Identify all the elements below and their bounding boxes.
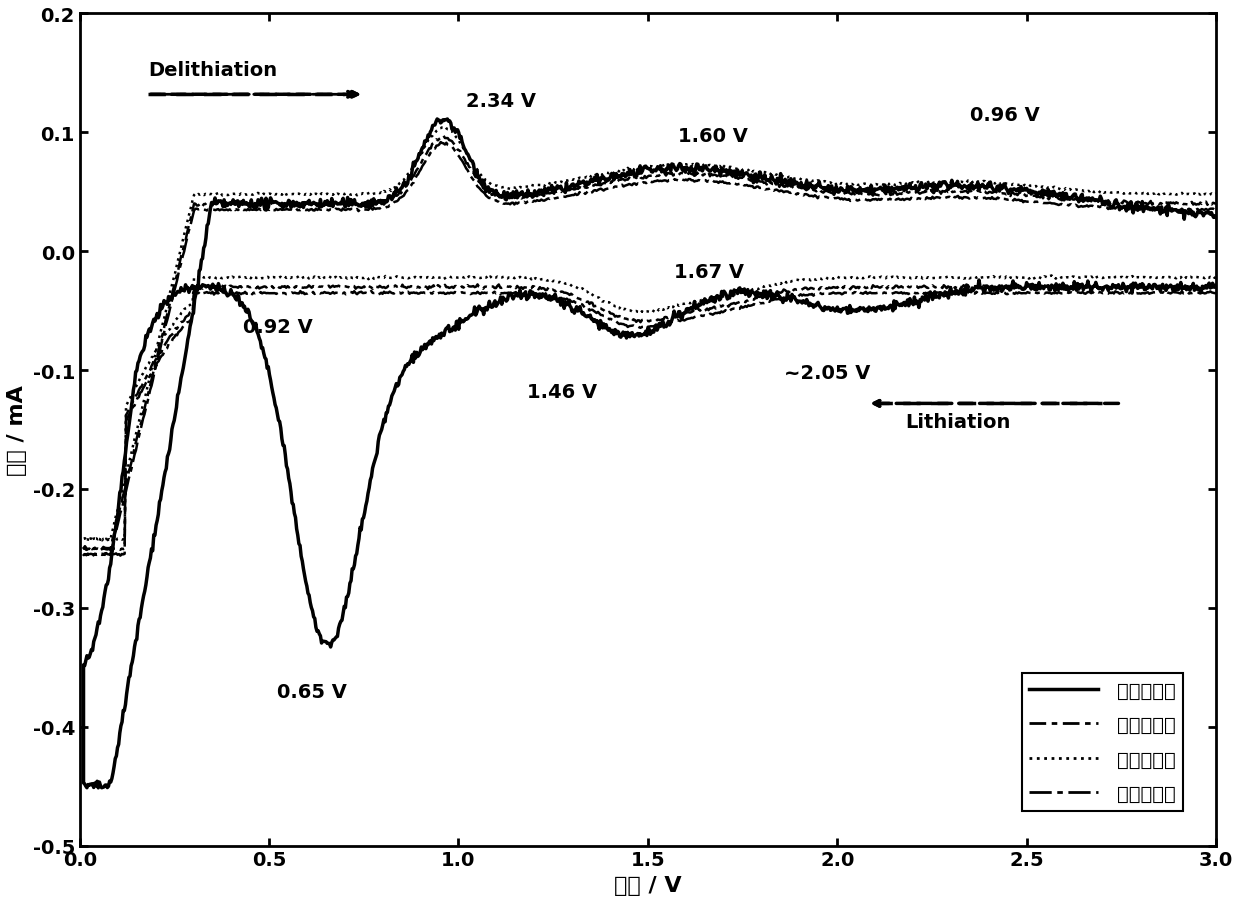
第三次循环 — [507, 183, 522, 194]
Text: ~2.05 V: ~2.05 V — [784, 364, 870, 383]
第一次循环 — [1209, 281, 1224, 291]
第二次循环 — [184, 307, 198, 318]
第三次循环 — [1065, 186, 1080, 197]
Text: 1.67 V: 1.67 V — [675, 263, 744, 282]
第四次循环 — [507, 200, 522, 211]
X-axis label: 电压 / V: 电压 / V — [614, 875, 682, 895]
Text: 2.34 V: 2.34 V — [466, 92, 536, 111]
Text: Delithiation: Delithiation — [148, 61, 277, 80]
Line: 第二次循环: 第二次循环 — [83, 136, 1216, 550]
第二次循环 — [1209, 199, 1224, 210]
第一次循环 — [107, 530, 122, 541]
Legend: 第一次循环, 第二次循环, 第三次循环, 第四次循环: 第一次循环, 第二次循环, 第三次循环, 第四次循环 — [1022, 673, 1183, 811]
第二次循环 — [103, 545, 118, 556]
第一次循环 — [91, 783, 105, 794]
Line: 第四次循环: 第四次循环 — [83, 143, 1216, 556]
第一次循环 — [1143, 204, 1158, 215]
Y-axis label: 电流 / mA: 电流 / mA — [7, 384, 27, 475]
第三次循环 — [184, 299, 198, 310]
第四次循环 — [1209, 289, 1224, 299]
第二次循环 — [436, 131, 451, 142]
第二次循环 — [507, 193, 522, 204]
第二次循环 — [1166, 281, 1180, 292]
第三次循环 — [1209, 273, 1224, 284]
第四次循环 — [1065, 201, 1080, 212]
第三次循环 — [1166, 272, 1180, 283]
第三次循环 — [438, 122, 453, 133]
第四次循环 — [184, 314, 198, 325]
Text: 0.96 V: 0.96 V — [970, 106, 1039, 125]
第二次循环 — [1209, 282, 1224, 293]
第四次循环 — [113, 550, 128, 561]
第四次循环 — [1209, 204, 1224, 215]
第四次循环 — [804, 290, 818, 300]
第一次循环 — [729, 171, 744, 182]
Text: 1.46 V: 1.46 V — [527, 383, 596, 402]
第三次循环 — [804, 276, 818, 287]
第一次循环 — [166, 290, 181, 300]
第四次循环 — [433, 137, 448, 148]
第一次循环 — [1209, 213, 1224, 224]
第三次循环 — [1209, 189, 1224, 199]
第二次循环 — [102, 543, 117, 554]
Text: Lithiation: Lithiation — [905, 413, 1011, 432]
第一次循环 — [430, 115, 445, 125]
Text: 0.65 V: 0.65 V — [277, 682, 346, 701]
第四次循环 — [1166, 287, 1180, 298]
第一次循环 — [1145, 205, 1159, 216]
第二次循环 — [1065, 195, 1080, 206]
第四次循环 — [103, 548, 118, 559]
第一次循环 — [1092, 283, 1107, 294]
Text: 1.60 V: 1.60 V — [678, 126, 748, 145]
Line: 第一次循环: 第一次循环 — [83, 120, 1216, 788]
Line: 第三次循环: 第三次循环 — [83, 127, 1216, 541]
第三次循环 — [94, 536, 109, 547]
第三次循环 — [103, 535, 118, 546]
Text: 0.92 V: 0.92 V — [243, 318, 312, 336]
第二次循环 — [804, 283, 818, 294]
